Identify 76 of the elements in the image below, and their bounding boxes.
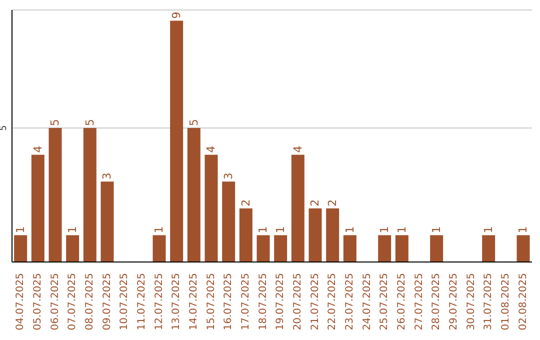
x-tick-label: 19.07.2025 — [275, 273, 286, 330]
data-label: 5 — [83, 118, 96, 126]
x-tick-label: 05.07.2025 — [32, 273, 44, 330]
x-tick-label: 26.07.2025 — [396, 273, 408, 330]
bar — [66, 235, 80, 262]
bar — [256, 235, 270, 262]
data-label: 1 — [256, 226, 270, 234]
x-tick-label: 27.07.2025 — [414, 273, 425, 330]
data-label: 1 — [395, 226, 408, 234]
bar — [274, 235, 288, 262]
data-label: 1 — [66, 226, 80, 234]
x-tick-label: 09.07.2025 — [102, 273, 113, 330]
x-tick-label: 15.07.2025 — [206, 273, 217, 330]
x-tick-label: 24.07.2025 — [362, 273, 373, 330]
x-tick-label: 23.07.2025 — [344, 273, 356, 330]
x-tick-label: 21.07.2025 — [310, 273, 321, 330]
x-tick-label: 30.07.2025 — [466, 273, 477, 330]
data-label: 1 — [274, 226, 288, 234]
x-tick-label: 22.07.2025 — [327, 273, 338, 330]
data-label: 4 — [31, 146, 44, 153]
bar — [31, 154, 44, 262]
bar — [83, 128, 96, 262]
x-tick-label: 25.07.2025 — [379, 273, 390, 330]
x-tick-label: 16.07.2025 — [223, 273, 234, 330]
bar — [343, 235, 356, 262]
data-label: 1 — [152, 226, 166, 234]
x-tick-label: 13.07.2025 — [171, 273, 182, 330]
bar — [430, 235, 444, 262]
data-label: 1 — [482, 226, 496, 234]
data-label: 2 — [326, 199, 340, 206]
data-label: 1 — [378, 226, 392, 234]
x-tick-label: 02.08.2025 — [518, 273, 529, 330]
bar — [308, 208, 322, 262]
bar — [395, 235, 408, 262]
x-tick-label: 29.07.2025 — [448, 273, 460, 330]
data-label: 4 — [291, 146, 304, 153]
bar — [516, 235, 530, 262]
data-label: 1 — [430, 226, 444, 234]
x-tick-label: 12.07.2025 — [154, 273, 165, 330]
x-tick-label: 01.08.2025 — [500, 273, 512, 330]
bar — [239, 208, 252, 262]
x-tick-label: 31.07.2025 — [483, 273, 494, 330]
x-tick-label: 18.07.2025 — [258, 273, 269, 330]
data-label: 4 — [204, 146, 218, 153]
data-label: 1 — [343, 226, 356, 234]
x-tick-label: 07.07.2025 — [67, 273, 78, 330]
x-tick-label: 20.07.2025 — [292, 273, 304, 330]
bar — [222, 182, 236, 262]
x-tick-label: 14.07.2025 — [188, 273, 200, 330]
bar — [14, 235, 28, 262]
data-label: 5 — [48, 118, 62, 126]
x-tick-label: 06.07.2025 — [50, 273, 61, 330]
data-label: 1 — [14, 226, 28, 234]
bar — [204, 154, 218, 262]
x-tick-label: 04.07.2025 — [15, 273, 26, 330]
data-label: 1 — [516, 226, 530, 234]
data-label: 2 — [239, 199, 252, 206]
data-label: 2 — [308, 199, 322, 206]
x-tick-label: 08.07.2025 — [84, 273, 96, 330]
bar — [378, 235, 392, 262]
data-label: 9 — [170, 12, 184, 19]
data-label: 3 — [100, 172, 114, 180]
x-tick-label: 11.07.2025 — [136, 273, 148, 330]
bar — [326, 208, 340, 262]
bar — [48, 128, 62, 262]
x-tick-label: 10.07.2025 — [119, 273, 130, 330]
bar — [152, 235, 166, 262]
x-tick-label: 17.07.2025 — [240, 273, 252, 330]
bar — [170, 20, 184, 262]
bar — [482, 235, 496, 262]
x-tick-label: 28.07.2025 — [431, 273, 442, 330]
bar — [100, 182, 114, 262]
data-label: 3 — [222, 172, 236, 180]
bar — [187, 128, 200, 262]
data-label: 5 — [187, 118, 200, 126]
bar — [291, 154, 304, 262]
